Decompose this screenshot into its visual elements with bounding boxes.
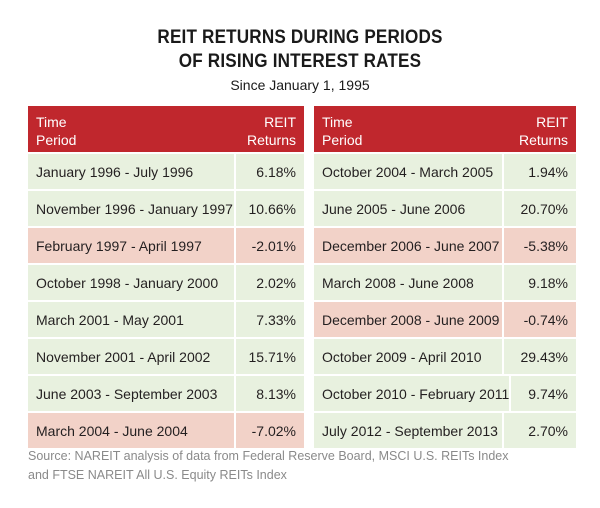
- reit-return-cell: 9.18%: [502, 265, 576, 300]
- time-period-cell: June 2005 - June 2006: [322, 200, 466, 217]
- time-period-header-line-1: Time: [322, 114, 353, 130]
- time-period-cell: October 2004 - March 2005: [322, 163, 494, 180]
- table-row: October 2004 - March 2005 1.94%: [314, 152, 576, 189]
- time-period-cell: July 2012 - September 2013: [322, 422, 498, 439]
- source-note: Source: NAREIT analysis of data from Fed…: [28, 447, 588, 485]
- reit-return-cell: 6.18%: [234, 154, 304, 189]
- reit-return-cell: 2.70%: [502, 413, 576, 448]
- reit-returns-header-line-1: REIT: [536, 114, 568, 130]
- reit-return-cell: 7.33%: [234, 302, 304, 337]
- reit-return-cell: 8.13%: [234, 376, 304, 411]
- table-header: Time Period REIT Returns: [28, 106, 304, 152]
- table-row: June 2005 - June 2006 20.70%: [314, 189, 576, 226]
- reit-return-cell: 20.70%: [502, 191, 576, 226]
- table-body: October 2004 - March 2005 1.94% June 2005 …: [314, 152, 576, 448]
- time-period-cell: October 2009 - April 2010: [322, 348, 482, 365]
- time-period-header-line-2: Period: [36, 132, 77, 148]
- time-period-cell: March 2008 - June 2008: [322, 274, 474, 291]
- reit-return-cell: 10.66%: [234, 191, 304, 226]
- time-period-cell: March 2004 - June 2004: [36, 422, 188, 439]
- table-row: October 2009 - April 2010 29.43%: [314, 337, 576, 374]
- reit-return-cell: -5.38%: [502, 228, 576, 263]
- title-line-2: OF RISING INTEREST RATES: [178, 51, 422, 72]
- table-header: Time Period REIT Returns: [314, 106, 576, 152]
- time-period-cell: December 2008 - June 2009: [322, 311, 500, 328]
- source-line-1: Source: NAREIT analysis of data from Fed…: [28, 449, 509, 463]
- title-line-1: REIT RETURNS DURING PERIODS: [157, 27, 443, 48]
- table-row: December 2006 - June 2007 -5.38%: [314, 226, 576, 263]
- table-row: March 2008 - June 2008 9.18%: [314, 263, 576, 300]
- returns-table-right: Time Period REIT Returns October 2004 - …: [314, 106, 576, 448]
- table-row: October 1998 - January 2000 2.02%: [28, 263, 304, 300]
- table-row: March 2001 - May 2001 7.33%: [28, 300, 304, 337]
- reit-returns-header: REIT Returns: [247, 106, 296, 152]
- time-period-cell: November 2001 - April 2002: [36, 348, 211, 365]
- reit-returns-header: REIT Returns: [519, 106, 568, 152]
- time-period-cell: October 1998 - January 2000: [36, 274, 219, 291]
- reit-return-cell: -0.74%: [502, 302, 576, 337]
- table-row: July 2012 - September 2013 2.70%: [314, 411, 576, 448]
- time-period-cell: December 2006 - June 2007: [322, 237, 500, 254]
- returns-table-left: Time Period REIT Returns January 1996 - …: [28, 106, 304, 448]
- reit-return-cell: 2.02%: [234, 265, 304, 300]
- reit-returns-header-line-1: REIT: [264, 114, 296, 130]
- table-row: February 1997 - April 1997 -2.01%: [28, 226, 304, 263]
- table-row: January 1996 - July 1996 6.18%: [28, 152, 304, 189]
- page-title: REIT RETURNS DURING PERIODS OF RISING IN…: [30, 26, 570, 74]
- page-subtitle: Since January 1, 1995: [230, 77, 370, 93]
- table-body: January 1996 - July 1996 6.18% November 19…: [28, 152, 304, 448]
- table-row: December 2008 - June 2009 -0.74%: [314, 300, 576, 337]
- time-period-cell: January 1996 - July 1996: [36, 163, 194, 180]
- table-row: June 2003 - September 2003 8.13%: [28, 374, 304, 411]
- time-period-cell: October 2010 - February 2011: [322, 385, 510, 402]
- reit-return-cell: 9.74%: [509, 376, 576, 411]
- reit-return-cell: -7.02%: [234, 413, 304, 448]
- table-row: October 2010 - February 2011 9.74%: [314, 374, 576, 411]
- time-period-header-line-2: Period: [322, 132, 363, 148]
- reit-return-cell: -2.01%: [234, 228, 304, 263]
- table-row: November 1996 - January 1997 10.66%: [28, 189, 304, 226]
- reit-returns-header-line-2: Returns: [518, 132, 568, 148]
- reit-return-cell: 15.71%: [234, 339, 304, 374]
- reit-returns-header-line-2: Returns: [246, 132, 296, 148]
- reit-return-cell: 1.94%: [502, 154, 576, 189]
- time-period-cell: March 2001 - May 2001: [36, 311, 184, 328]
- time-period-cell: February 1997 - April 1997: [36, 237, 202, 254]
- time-period-header: Time Period: [36, 106, 76, 152]
- table-row: November 2001 - April 2002 15.71%: [28, 337, 304, 374]
- source-line-2: and FTSE NAREIT All U.S. Equity REITs In…: [28, 468, 287, 482]
- time-period-header: Time Period: [322, 106, 362, 152]
- reit-return-cell: 29.43%: [502, 339, 576, 374]
- time-period-cell: June 2003 - September 2003: [36, 385, 218, 402]
- time-period-cell: November 1996 - January 1997: [36, 200, 233, 217]
- time-period-header-line-1: Time: [36, 114, 67, 130]
- table-row: March 2004 - June 2004 -7.02%: [28, 411, 304, 448]
